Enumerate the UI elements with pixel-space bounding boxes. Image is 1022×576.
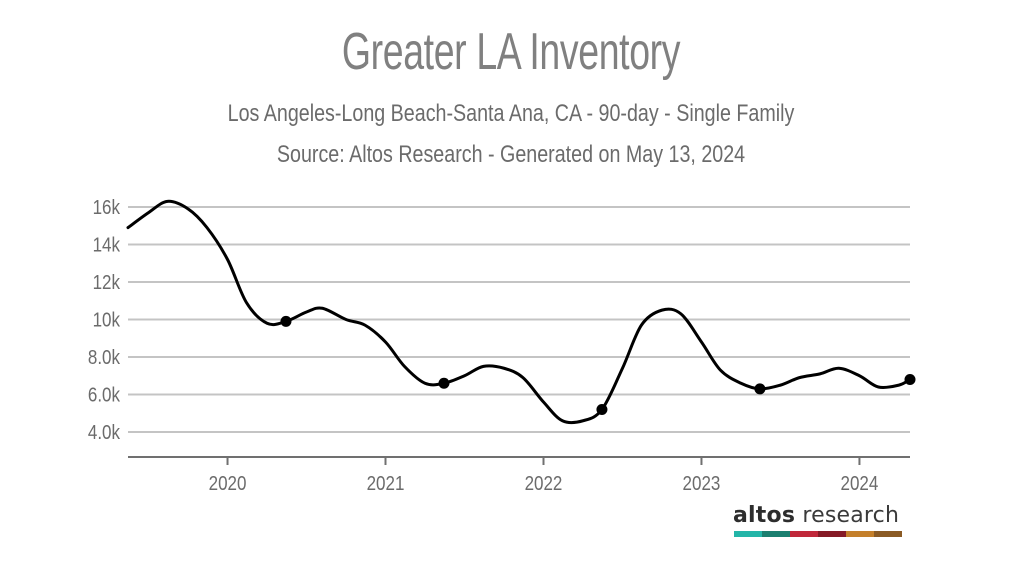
x-tick-label: 2021 [367, 472, 405, 495]
chart-subtitle: Los Angeles-Long Beach-Santa Ana, CA - 9… [227, 100, 795, 127]
chart-title: Greater LA Inventory [341, 23, 681, 81]
series-lines [126, 199, 912, 425]
y-tick-label: 6.0k [88, 383, 121, 406]
logo-bar-segment [734, 531, 762, 537]
y-tick-label: 10k [93, 308, 121, 331]
y-tick-label: 14k [93, 233, 121, 256]
logo-word-altos: altos [733, 503, 796, 528]
y-tick-label: 12k [93, 271, 121, 294]
x-tick-label: 2020 [209, 472, 247, 495]
series-line-inventory [126, 199, 912, 425]
x-tick-label: 2023 [683, 472, 721, 495]
x-tick-label: 2024 [841, 472, 879, 495]
data-point-marker [438, 377, 450, 389]
data-point-marker [904, 374, 916, 385]
data-point-marker [596, 404, 608, 415]
logo-bar-segment [874, 531, 902, 537]
logo-bar-segment [846, 531, 874, 537]
logo-bar-segment [818, 531, 846, 537]
y-axis-ticks: 4.0k 6.0k 8.0k 10k 12k 14k 16k [88, 196, 121, 444]
chart-source: Source: Altos Research - Generated on Ma… [276, 141, 746, 168]
logo-word-research: research [802, 503, 900, 528]
y-tick-label: 4.0k [88, 421, 121, 444]
series-markers [280, 315, 916, 415]
gridlines [128, 206, 910, 433]
x-axis: 2020 2021 2022 2023 2024 [128, 456, 910, 495]
altos-research-logo: altos research [733, 503, 905, 543]
y-tick-label: 16k [93, 196, 121, 219]
data-point-marker [280, 315, 292, 327]
x-tick-label: 2022 [525, 472, 563, 495]
logo-color-bar [734, 531, 902, 537]
data-point-marker [754, 383, 766, 395]
logo-bar-segment [790, 531, 818, 537]
y-tick-label: 8.0k [88, 346, 121, 369]
logo-bar-segment [762, 531, 790, 537]
